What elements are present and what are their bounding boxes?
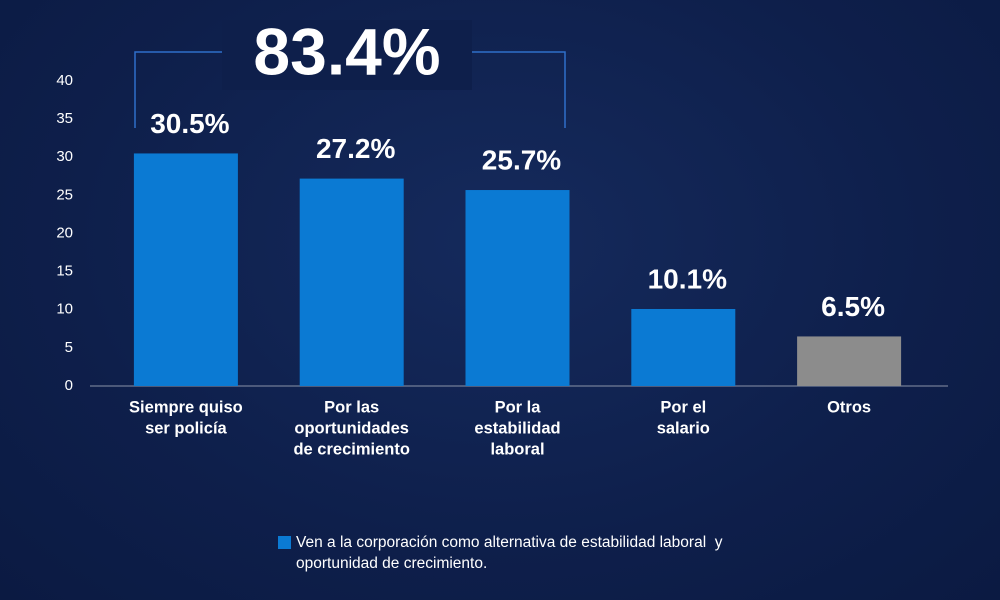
bar: [299, 178, 404, 386]
value-label: 30.5%: [150, 108, 229, 139]
y-tick-label: 40: [56, 72, 73, 89]
legend-swatch: [278, 536, 291, 549]
y-tick-label: 25: [56, 186, 73, 203]
x-tick-label: salario: [657, 419, 710, 437]
x-tick-label: Por la: [495, 398, 542, 416]
x-tick-label: Por las: [324, 398, 379, 416]
value-label: 27.2%: [316, 133, 395, 164]
x-tick-label: estabilidad: [474, 419, 560, 437]
y-tick-label: 15: [56, 263, 73, 280]
value-label: 25.7%: [482, 144, 561, 175]
x-tick-label: oportunidades: [294, 419, 409, 437]
y-tick-label: 5: [65, 339, 73, 356]
legend-label: Ven a la corporación como alternativa de…: [296, 534, 727, 572]
x-tick-label: laboral: [490, 440, 544, 458]
value-label: 6.5%: [821, 291, 885, 322]
y-tick-label: 0: [65, 377, 73, 394]
x-tick-label: Otros: [827, 398, 871, 416]
x-tick-label: de crecimiento: [293, 440, 409, 458]
bar: [631, 308, 736, 386]
legend: Ven a la corporación como alternativa de…: [278, 532, 738, 574]
y-tick-label: 20: [56, 224, 73, 241]
x-tick-label: Siempre quiso: [129, 398, 243, 416]
bracket-gap: [222, 20, 472, 90]
bar: [797, 336, 902, 386]
y-tick-label: 35: [56, 110, 73, 127]
value-label: 10.1%: [648, 263, 727, 294]
annotation: 83.4%: [253, 14, 440, 88]
x-tick-label: Por el: [660, 398, 706, 416]
y-tick-label: 10: [56, 301, 73, 318]
y-tick-label: 30: [56, 148, 73, 165]
bar: [133, 153, 238, 386]
x-tick-label: ser policía: [145, 419, 227, 437]
bar: [465, 190, 570, 386]
